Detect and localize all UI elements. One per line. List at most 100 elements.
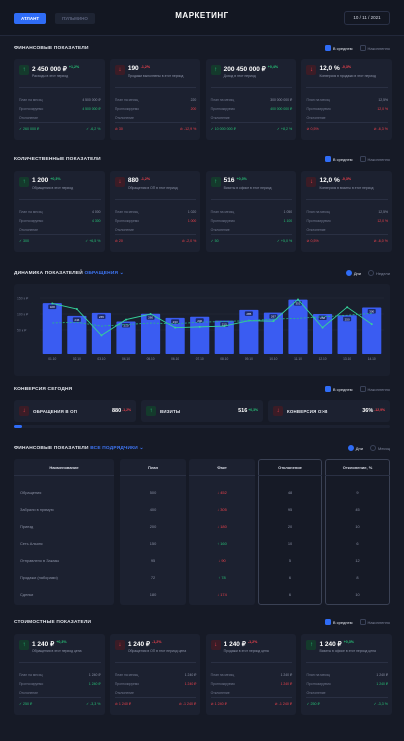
table-header-cell[interactable]: План — [120, 459, 186, 476]
conversion-card[interactable]: ↓ ОБРАЩЕНИЯ В ОП 880-1,2% — [14, 400, 136, 422]
table-row[interactable]: Забрали в прямую 400 ↓ 305 95 45 — [14, 507, 390, 515]
table-header-cell[interactable]: Отклонение — [258, 459, 322, 476]
toggle-option-b[interactable]: Недели — [367, 270, 390, 276]
toggle-option-b[interactable]: Накопленно — [359, 156, 390, 162]
table-header-cell[interactable]: Факт — [189, 459, 255, 476]
toggle-option-b[interactable]: Месяц — [369, 445, 390, 451]
chart-point[interactable] — [346, 306, 349, 309]
toggle-conversion: В среднем Накопленно — [321, 386, 390, 392]
date-picker[interactable]: 10 / 11 / 2021 — [344, 11, 390, 25]
section-filter-fin_table[interactable]: ВСЕ ПОДРЯДЧИКИ — [90, 446, 138, 451]
checkbox-icon[interactable] — [359, 619, 366, 625]
chart-point[interactable] — [51, 302, 54, 305]
chart-point[interactable] — [297, 298, 299, 301]
metric-row: Прогнозируемо 1 240 ₽ — [114, 682, 197, 686]
chart-bar[interactable] — [91, 312, 112, 354]
section-title-fin_table: ФИНАНСОВЫЕ ПОКАЗАТЕЛИ ВСЕ ПОДРЯДЧИКИ ⌄ — [14, 446, 144, 451]
radio-icon[interactable] — [345, 270, 352, 276]
chart-bar[interactable] — [140, 313, 161, 354]
table-row[interactable]: Отправлено в Заказы 95 ↓ 90 5 12 — [14, 558, 390, 566]
metric-card[interactable]: ↑ 200 450 000 ₽ +0,4% Доход в этот период Пл… — [205, 59, 297, 140]
chart-point[interactable] — [75, 308, 78, 311]
metric-card[interactable]: ↓ 190 -1,2% Продажи выполнены в этот период… — [109, 59, 201, 140]
table-row[interactable]: Обращения 500 ↓ 452 48 9 — [14, 490, 390, 498]
metric-card[interactable]: ↓ 1 240 ₽ -1,2% Продажи в этот период цена П… — [205, 634, 297, 715]
metric-card[interactable]: ↓ 12,0 % -0,3% Конверсия в визиты в этот пе… — [301, 171, 392, 252]
tab-pulmino[interactable]: ПУЛЬМИНО — [55, 13, 95, 24]
chart-bar[interactable] — [214, 320, 234, 354]
chart-point[interactable] — [272, 320, 275, 323]
conversion-card[interactable]: ↓ КОНВЕРСИЯ О>В 36%-12,9% — [268, 400, 390, 422]
chart-bar[interactable] — [288, 299, 308, 354]
toggle-option-b[interactable]: Накопленно — [359, 386, 390, 392]
chart-bar[interactable] — [165, 317, 185, 354]
chart-point[interactable] — [149, 313, 152, 316]
chart-series-line — [52, 312, 372, 327]
alert-circle-icon: ⊘ — [306, 239, 311, 243]
table-row[interactable]: Продажи (наборами) 72 ↑ 78 6 8 — [14, 575, 390, 583]
toggle-fin_table: Дни Месяц — [344, 445, 390, 451]
toggle-option-a[interactable]: В среднем — [324, 386, 353, 392]
checkbox-icon[interactable] — [324, 45, 331, 51]
chart-bar[interactable] — [116, 321, 136, 354]
checkbox-icon[interactable] — [324, 619, 331, 625]
table-header-cell[interactable]: Отклонение, % — [325, 459, 390, 476]
chart-point[interactable] — [198, 325, 201, 328]
toggle-option-a[interactable]: В среднем — [324, 156, 353, 162]
metric-card[interactable]: ↓ 880 -1,2% Обращения в ОП в этот период Пла… — [109, 171, 201, 252]
toggle-option-a[interactable]: В среднем — [324, 619, 353, 625]
scrollbar-thumb[interactable] — [14, 425, 22, 428]
chart-point[interactable] — [125, 318, 127, 321]
toggle-option-a[interactable]: Дни — [345, 270, 361, 276]
chart-point[interactable] — [100, 334, 103, 337]
radio-icon[interactable] — [347, 445, 354, 451]
metric-card[interactable]: ↑ 1 240 ₽ +0,3% Визиты в офисе в этот перио… — [301, 634, 392, 715]
tab-atlant[interactable]: АТЛАНТ — [14, 13, 47, 24]
checkbox-icon[interactable] — [359, 386, 366, 392]
metric-card[interactable]: ↑ 1 200 +0,3% Обращения в этот период План н… — [14, 171, 105, 252]
metric-card[interactable]: ↑ 2 450 000 ₽ +1,2% Расходы в этот период Пл… — [14, 59, 105, 140]
row-deviation: 10 — [287, 541, 293, 546]
horizontal-scrollbar[interactable] — [14, 425, 390, 428]
chevron-down-icon[interactable]: ⌄ — [137, 446, 144, 451]
table-header-cell[interactable]: Наименование — [14, 459, 114, 476]
metric-card[interactable]: ↓ 12,0 % -0,3% Конверсия в продажи в этот п… — [301, 59, 392, 140]
radio-icon[interactable] — [369, 445, 376, 451]
x-tick-label: 02.10 — [73, 357, 81, 361]
chart-point[interactable] — [321, 326, 324, 329]
metric-delta: -1,2% — [140, 65, 151, 69]
toggle-option-a[interactable]: В среднем — [324, 45, 353, 51]
chart-bar[interactable] — [42, 303, 62, 354]
chevron-down-icon[interactable]: ⌄ — [118, 271, 124, 276]
arrow-up-icon: ↑ — [146, 406, 156, 416]
table-row[interactable]: Приезд 200 ↓ 180 20 10 — [14, 524, 390, 532]
chart-point[interactable] — [174, 326, 177, 329]
checkbox-icon[interactable] — [359, 45, 366, 51]
checkbox-icon[interactable] — [324, 156, 331, 162]
table-row[interactable]: Сеть Альянс 150 ↑ 160 10 6 — [14, 541, 390, 549]
table-row[interactable]: Сделки 180 ↓ 174 6 10 — [14, 592, 390, 600]
row-deviation: 20 — [287, 524, 293, 529]
metric-row: Прогнозируемо 1 000 — [114, 219, 197, 223]
chart-bar[interactable] — [362, 307, 382, 355]
metric-card[interactable]: ↑ 1 240 ₽ +0,3% Обращения в этот период цен… — [14, 634, 105, 715]
checkbox-icon[interactable] — [324, 386, 331, 392]
toggle-option-b[interactable]: Накопленно — [359, 45, 390, 51]
chart-bar[interactable] — [337, 315, 357, 354]
chart-bar[interactable] — [239, 309, 259, 354]
toggle-option-a[interactable]: Дни — [347, 445, 363, 451]
chart-point[interactable] — [223, 325, 226, 328]
chart-svg: 150 к ₽ 100 к ₽ 50 к ₽ 328 01.10 246 02.10 265 0… — [17, 297, 384, 361]
chart-bar[interactable] — [67, 315, 87, 354]
section-filter-dynamics[interactable]: ОБРАЩЕНИЯ — [84, 271, 119, 276]
metric-card[interactable]: ↑ 516 +0,3% Визиты в офисе в этот период Пла… — [205, 171, 297, 252]
chart-bar[interactable] — [190, 316, 210, 354]
conversion-card[interactable]: ↑ ВИЗИТЫ 516+0,3% — [141, 400, 263, 422]
metric-card[interactable]: ↓ 1 240 ₽ -1,2% Обращения в ОП в этот перио… — [109, 634, 201, 715]
check-circle-icon: ✓ — [373, 702, 378, 706]
checkbox-icon[interactable] — [359, 156, 366, 162]
toggle-option-b[interactable]: Накопленно — [359, 619, 390, 625]
chart-bar[interactable] — [263, 312, 284, 354]
radio-icon[interactable] — [367, 270, 374, 276]
chart-point[interactable] — [370, 323, 373, 326]
